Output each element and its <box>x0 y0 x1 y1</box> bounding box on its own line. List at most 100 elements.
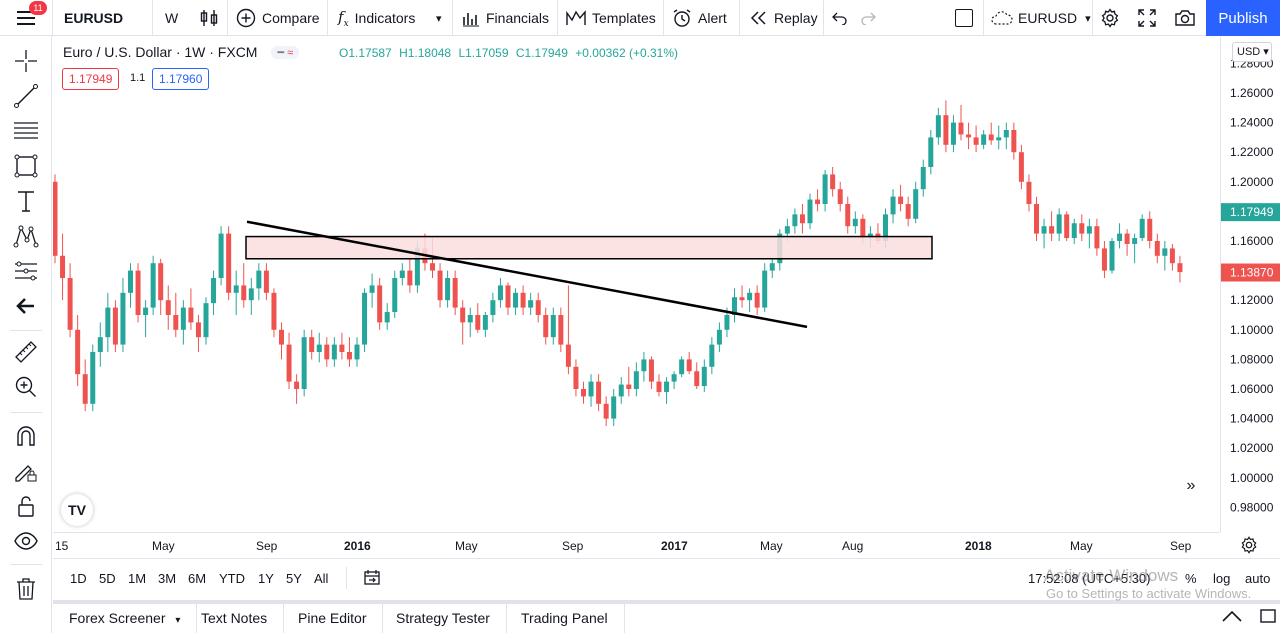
indicators-button[interactable]: fx Indicators <box>338 0 415 36</box>
publish-button[interactable]: Publish <box>1206 0 1280 36</box>
sell-price-button[interactable]: 1.17949 <box>62 68 120 90</box>
forecast-tool[interactable] <box>13 258 39 284</box>
range-all[interactable]: All <box>314 571 329 586</box>
legend-toggle[interactable]: ━ ≈ <box>271 45 300 59</box>
alert-button[interactable]: Alert <box>672 0 727 36</box>
main-menu-button[interactable]: 11 <box>0 0 52 36</box>
time-axis[interactable]: 15 May Sep 2016 May Sep 2017 May Aug 2018 May Sep <box>53 532 1220 558</box>
undo-button[interactable] <box>832 0 848 36</box>
candle <box>641 352 647 382</box>
chart-type-button[interactable] <box>200 0 218 36</box>
redo-button[interactable] <box>860 0 876 36</box>
layout-symbol-button[interactable]: EURUSD ▾ <box>990 0 1091 36</box>
time-tick-label: Sep <box>562 539 584 553</box>
candle <box>709 337 715 375</box>
replay-label: Replay <box>774 10 818 26</box>
text-icon <box>18 191 34 212</box>
snapshot-button[interactable] <box>1174 0 1196 36</box>
candle <box>180 300 186 345</box>
range-1d[interactable]: 1D <box>70 571 87 586</box>
fib-tool[interactable] <box>13 118 39 144</box>
bar-chart-icon <box>463 13 479 27</box>
scroll-to-realtime-button[interactable]: » <box>1186 477 1196 494</box>
candle <box>543 307 549 345</box>
text-tool[interactable] <box>13 188 39 214</box>
maximize-panel-button[interactable] <box>1259 608 1277 629</box>
tab-trading-panel[interactable]: Trading Panel <box>505 604 625 633</box>
log-toggle[interactable]: log <box>1213 571 1231 586</box>
fx-icon: fx <box>338 7 349 29</box>
tab-forex-screener[interactable]: Forex Screener ▾ <box>53 604 198 633</box>
candle <box>241 263 247 308</box>
series-title[interactable]: Euro / U.S. Dollar · 1W · FXCM <box>63 44 258 60</box>
templates-button[interactable]: Templates <box>566 0 656 36</box>
go-to-date-button[interactable] <box>363 569 381 592</box>
price-axis[interactable]: 1.280001.260001.240001.220001.200001.180… <box>1220 37 1280 532</box>
symbol-search-button[interactable]: EURUSD <box>64 10 124 26</box>
candle <box>1071 218 1077 244</box>
layout-toggle-button[interactable] <box>955 0 973 36</box>
alert-label: Alert <box>698 10 727 26</box>
tradingview-logo[interactable]: TV <box>61 494 93 526</box>
candle <box>958 104 964 141</box>
remove-drawings-tool[interactable] <box>13 576 39 602</box>
candle <box>565 285 571 375</box>
zoom-tool[interactable] <box>13 374 39 400</box>
candle <box>905 196 911 227</box>
interval-button[interactable]: W <box>165 10 179 26</box>
rectangle-tool[interactable] <box>13 153 39 179</box>
price-chart[interactable] <box>53 37 1220 532</box>
candle <box>747 288 753 313</box>
financials-button[interactable]: Financials <box>462 0 549 36</box>
auto-toggle[interactable]: auto <box>1245 571 1271 586</box>
candle <box>294 374 300 404</box>
tab-forex-screener-label: Forex Screener <box>69 610 166 626</box>
range-ytd[interactable]: YTD <box>219 571 245 586</box>
candle <box>754 285 760 315</box>
range-5y[interactable]: 5Y <box>286 571 302 586</box>
pattern-tool[interactable] <box>13 223 39 249</box>
tab-text-notes[interactable]: Text Notes <box>185 604 285 633</box>
trendline-tool[interactable] <box>13 83 39 109</box>
timezone-clock[interactable]: 17:52:08 (UTC+5:30) <box>1028 571 1151 586</box>
range-1m[interactable]: 1M <box>128 571 147 586</box>
candle <box>837 181 843 212</box>
time-tick-label: May <box>1070 539 1093 553</box>
axis-settings-button[interactable] <box>1240 536 1258 559</box>
magnet-tool[interactable] <box>13 423 39 449</box>
candle <box>143 300 149 338</box>
compare-button[interactable]: Compare <box>236 0 320 36</box>
stay-drawing-tool[interactable] <box>13 458 39 484</box>
range-3m[interactable]: 3M <box>158 571 177 586</box>
crosshair-tool[interactable] <box>13 48 39 74</box>
candle <box>739 285 745 308</box>
range-5d[interactable]: 5D <box>99 571 116 586</box>
hide-drawings-tool[interactable] <box>13 528 39 554</box>
lock-drawings-tool[interactable] <box>13 493 39 519</box>
candle <box>648 356 654 389</box>
range-1y[interactable]: 1Y <box>258 571 274 586</box>
fullscreen-button[interactable] <box>1138 0 1156 36</box>
settings-button[interactable] <box>1100 0 1120 36</box>
candle <box>732 288 737 323</box>
back-tool[interactable] <box>13 293 39 319</box>
chart-pane[interactable] <box>53 37 1220 532</box>
candle <box>407 258 413 293</box>
indicators-dropdown-chevron[interactable]: ▾ <box>436 12 442 25</box>
measure-tool[interactable] <box>13 339 39 365</box>
candle <box>1177 255 1183 283</box>
buy-price-button[interactable]: 1.17960 <box>152 68 210 90</box>
candle <box>664 377 670 404</box>
candle <box>822 169 828 212</box>
price-tick-label: 1.22000 <box>1230 145 1274 159</box>
tab-strategy-tester[interactable]: Strategy Tester <box>380 604 507 633</box>
range-6m[interactable]: 6M <box>188 571 207 586</box>
currency-select[interactable]: USD ▾ <box>1232 42 1272 62</box>
percent-toggle[interactable]: % <box>1185 571 1197 586</box>
candle <box>1109 238 1115 274</box>
candle <box>1056 208 1062 241</box>
replay-button[interactable]: Replay <box>750 0 818 36</box>
expand-panel-button[interactable] <box>1221 608 1243 629</box>
tab-pine-editor[interactable]: Pine Editor <box>282 604 384 633</box>
drawing-toolbar <box>0 36 52 633</box>
